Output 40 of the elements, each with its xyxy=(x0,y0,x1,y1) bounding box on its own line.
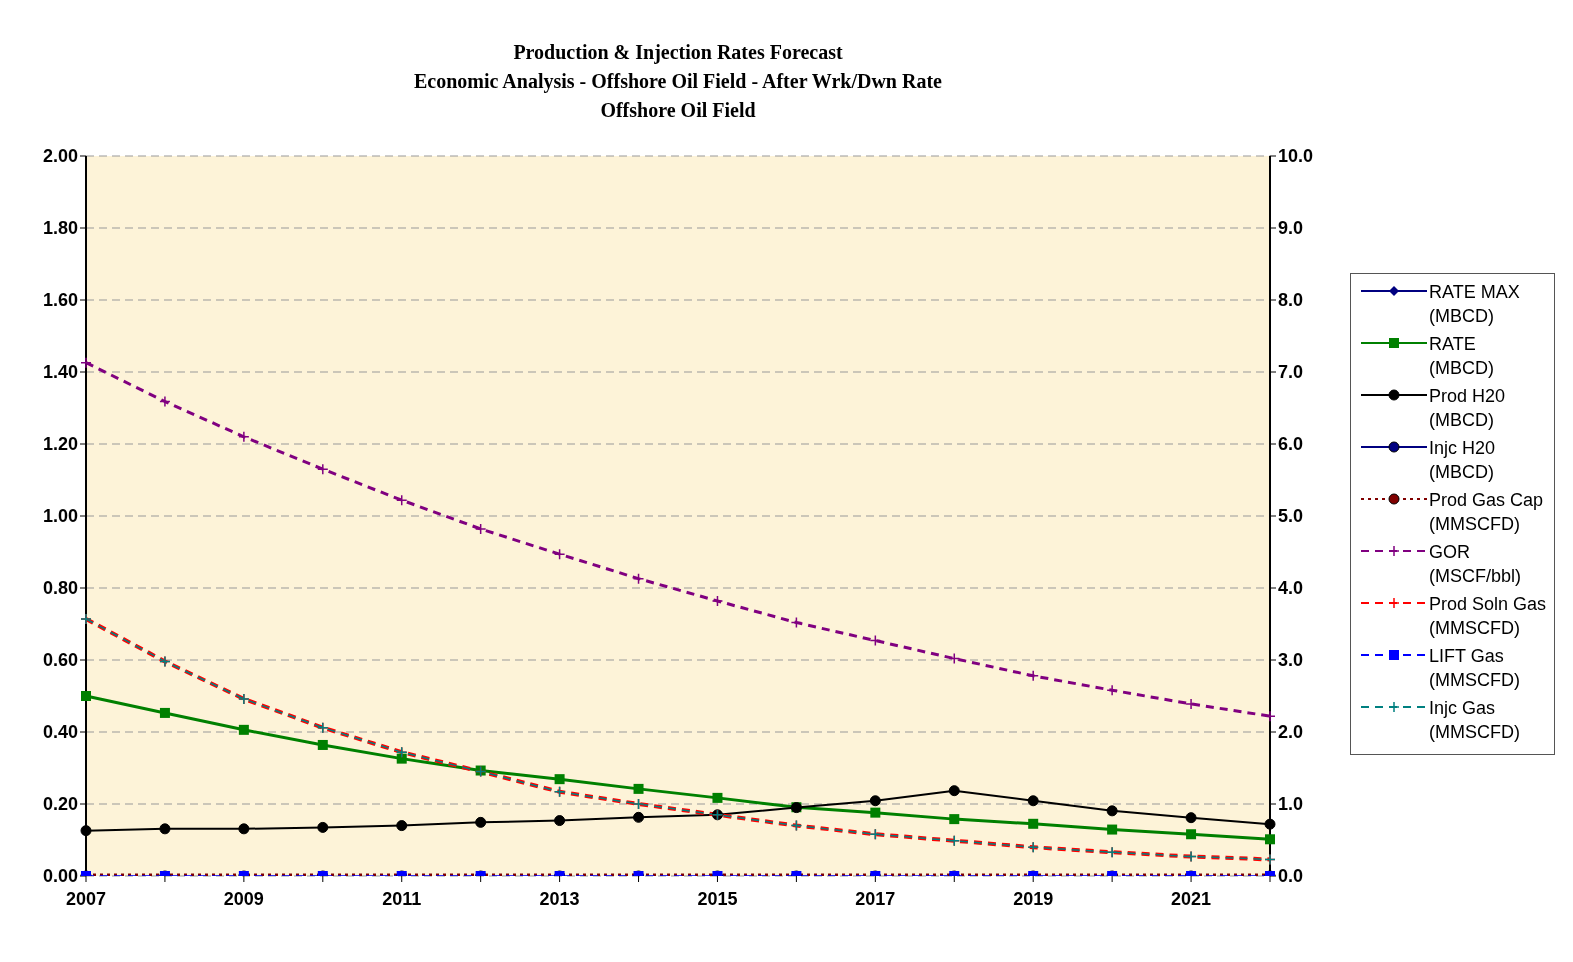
legend-label: Injc H20 (MBCD) xyxy=(1429,437,1496,484)
x-tick-label: 2013 xyxy=(539,888,580,909)
x-tick-label: 2021 xyxy=(1171,888,1212,909)
y2-tick-label: 4.0 xyxy=(1278,578,1304,599)
y2-tick-label: 10.0 xyxy=(1278,146,1314,167)
y-tick-label: 1.20 xyxy=(42,434,78,455)
y-tick-label: 1.40 xyxy=(42,362,78,383)
y-tick-label: 0.20 xyxy=(42,794,78,815)
y2-tick-label: 5.0 xyxy=(1278,506,1304,527)
legend-label: RATE MAX (MBCD) xyxy=(1429,281,1520,328)
y2-tick-label: 6.0 xyxy=(1278,434,1304,455)
x-tick-label: 2015 xyxy=(697,888,738,909)
y-tick-label: 0.80 xyxy=(42,578,78,599)
y2-tick-label: 0.0 xyxy=(1278,866,1304,887)
x-tick-label: 2017 xyxy=(855,888,896,909)
chart-title: Production & Injection Rates Forecast Economic Analysis - Offshore Oil Field - After Wrk/Dwn Rate Offshore Oil Field xyxy=(413,40,943,123)
legend-label: Prod H20 (MBCD) xyxy=(1429,385,1506,432)
x-tick-label: 2011 xyxy=(382,888,422,909)
x-tick-label: 2007 xyxy=(65,888,107,909)
y-tick-label: 1.00 xyxy=(42,506,78,527)
y-tick-label: 0.00 xyxy=(42,866,78,887)
legend-label: Prod Gas Cap (MMSCFD) xyxy=(1429,489,1544,536)
y2-tick-label: 3.0 xyxy=(1278,650,1304,671)
y2-tick-label: 8.0 xyxy=(1278,290,1304,311)
y2-tick-label: 7.0 xyxy=(1278,362,1304,383)
y-tick-label: 2.00 xyxy=(42,146,78,167)
y-tick-label: 0.60 xyxy=(42,650,78,671)
y-tick-label: 1.80 xyxy=(42,218,78,239)
y2-tick-label: 9.0 xyxy=(1278,218,1304,239)
legend-label: GOR (MSCF/bbl) xyxy=(1429,541,1522,588)
legend-label: LIFT Gas (MMSCFD) xyxy=(1429,645,1520,692)
legend-label: RATE (MBCD) xyxy=(1429,333,1494,380)
x-tick-label: 2019 xyxy=(1013,888,1054,909)
y-tick-label: 0.40 xyxy=(42,722,78,743)
legend-label: Injc Gas (MMSCFD) xyxy=(1429,697,1520,744)
y2-tick-label: 2.0 xyxy=(1278,722,1304,743)
legend-label: Prod Soln Gas (MMSCFD) xyxy=(1429,593,1547,640)
y2-tick-label: 1.0 xyxy=(1278,794,1304,815)
x-tick-label: 2009 xyxy=(223,888,264,909)
y-tick-label: 1.60 xyxy=(42,290,78,311)
